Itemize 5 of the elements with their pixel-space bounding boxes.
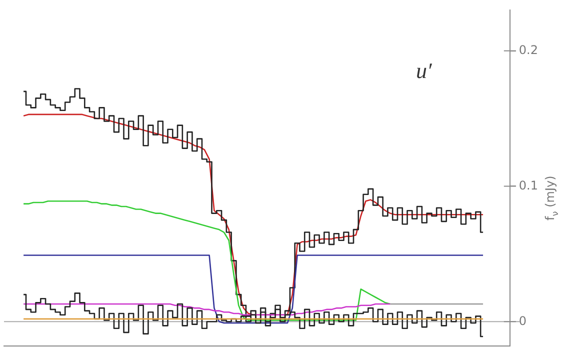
- y-tick-label: 0.1: [518, 178, 538, 192]
- y-tick-label: 0: [518, 314, 527, 328]
- y-tick-label: 0.2: [518, 42, 538, 57]
- y-axis-title: fν (mJy): [542, 176, 561, 220]
- annotation: u′: [416, 58, 434, 83]
